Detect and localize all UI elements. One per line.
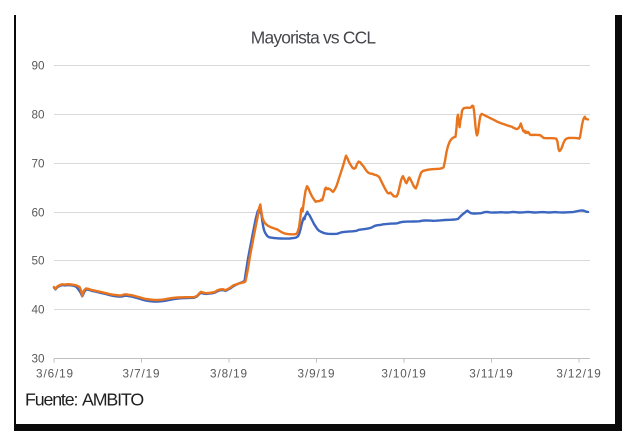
svg-text:3/11/19: 3/11/19 [469, 368, 513, 381]
svg-text:90: 90 [31, 60, 45, 73]
svg-text:40: 40 [31, 304, 45, 317]
svg-text:3/9/19: 3/9/19 [298, 368, 336, 381]
svg-text:3/7/19: 3/7/19 [123, 368, 161, 381]
svg-text:3/10/19: 3/10/19 [381, 368, 426, 381]
svg-text:70: 70 [31, 158, 45, 171]
svg-text:3/12/19: 3/12/19 [556, 368, 601, 381]
svg-text:50: 50 [31, 255, 45, 268]
svg-text:60: 60 [31, 207, 45, 220]
svg-text:80: 80 [31, 109, 45, 122]
svg-text:3/8/19: 3/8/19 [210, 368, 248, 381]
svg-text:Mayorista vs CCL: Mayorista vs CCL [251, 28, 377, 48]
svg-text:30: 30 [31, 353, 45, 366]
svg-text:3/6/19: 3/6/19 [36, 368, 74, 381]
svg-text:Fuente: AMBITO: Fuente: AMBITO [25, 390, 143, 410]
